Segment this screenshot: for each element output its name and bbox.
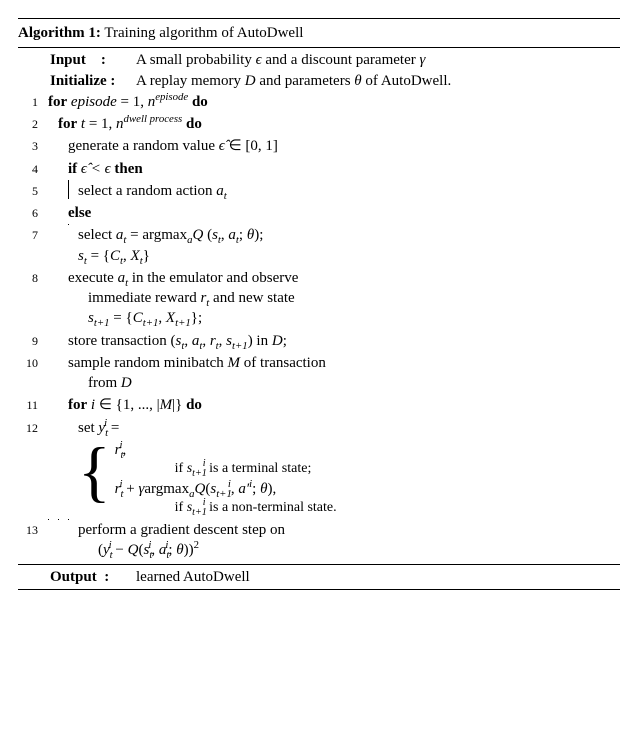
case-2: rti + γargmaxaQ(st+1i, a′i; θ),	[115, 479, 337, 499]
line-12: 12 set yti = { rti, if st+1i is a termin…	[18, 417, 620, 520]
line-1: 1 for episode = 1, nepisode do	[18, 91, 620, 113]
line-number: 10	[18, 352, 38, 371]
line-number: 2	[18, 113, 38, 132]
line-number: 4	[18, 158, 38, 177]
line-7: 7 select at = argmaxaQ (st, at; θ); st =…	[18, 224, 620, 267]
algorithm-number: Algorithm 1:	[18, 25, 101, 41]
input-label: Input :	[50, 50, 136, 70]
input-text: A small probability ϵ and a discount par…	[136, 50, 620, 70]
line-number: 7	[18, 224, 38, 243]
initialize-text: A replay memory D and parameters θ of Au…	[136, 71, 620, 91]
line-5: 5 select a random action at	[18, 180, 620, 202]
initialize-label: Initialize :	[50, 71, 136, 91]
line-number: 8	[18, 267, 38, 286]
line-13: 13 perform a gradient descent step on (y…	[18, 519, 620, 562]
algorithm-title-row: Algorithm 1: Training algorithm of AutoD…	[18, 21, 620, 45]
line-number: 6	[18, 202, 38, 221]
line-9: 9 store transaction (st, at, rt, st+1) i…	[18, 330, 620, 352]
line-8: 8 execute at in the emulator and observe…	[18, 267, 620, 330]
line-text: execute at in the emulator and observe i…	[68, 267, 620, 330]
line-text: sample random minibatch M of transaction…	[68, 352, 620, 395]
line-text: store transaction (st, at, rt, st+1) in …	[68, 330, 620, 352]
line-4: 4 if ϵ̂ < ϵ then	[18, 158, 620, 180]
algorithm-block: Algorithm 1: Training algorithm of AutoD…	[18, 18, 620, 590]
bottom-rule	[18, 589, 620, 590]
case-1-cond: if st+1i is a terminal state;	[115, 460, 337, 479]
line-number: 12	[18, 417, 38, 436]
line-text: perform a gradient descent step on (yti …	[78, 519, 620, 562]
line-text: select a random action at	[78, 180, 620, 202]
line-text: select at = argmaxaQ (st, at; θ); st = {…	[78, 224, 620, 267]
algorithm-title: Training algorithm of AutoDwell	[101, 25, 304, 41]
line-number: 13	[18, 519, 38, 538]
line-number: 1	[18, 91, 38, 110]
cases-block: { rti, if st+1i is a terminal state; rti…	[78, 440, 620, 518]
output-rule-top	[18, 564, 620, 565]
left-brace-icon: {	[78, 440, 115, 518]
line-3: 3 generate a random value ϵ̂ ∈ [0, 1]	[18, 135, 620, 157]
case-2-cond: if st+1i is a non-terminal state.	[115, 499, 337, 518]
line-text: set yti = { rti, if st+1i is a terminal …	[78, 417, 620, 520]
initialize-row: Initialize : A replay memory D and param…	[18, 71, 620, 91]
title-rule	[18, 47, 620, 48]
output-row: Output : learned AutoDwell	[18, 567, 620, 587]
line-number: 3	[18, 135, 38, 154]
line-11: 11 for i ∈ {1, ..., |M|} do	[18, 394, 620, 416]
output-text: learned AutoDwell	[136, 567, 620, 587]
output-label: Output :	[50, 567, 136, 587]
line-number: 5	[18, 180, 38, 199]
line-6: 6 else	[18, 202, 620, 224]
input-row: Input : A small probability ϵ and a disc…	[18, 50, 620, 70]
line-number: 9	[18, 330, 38, 349]
line-2: 2 for t = 1, ndwell process do	[18, 113, 620, 135]
top-rule	[18, 18, 620, 19]
case-1: rti,	[115, 440, 337, 460]
line-number: 11	[18, 394, 38, 413]
line-text: generate a random value ϵ̂ ∈ [0, 1]	[68, 135, 620, 157]
line-10: 10 sample random minibatch M of transact…	[18, 352, 620, 395]
